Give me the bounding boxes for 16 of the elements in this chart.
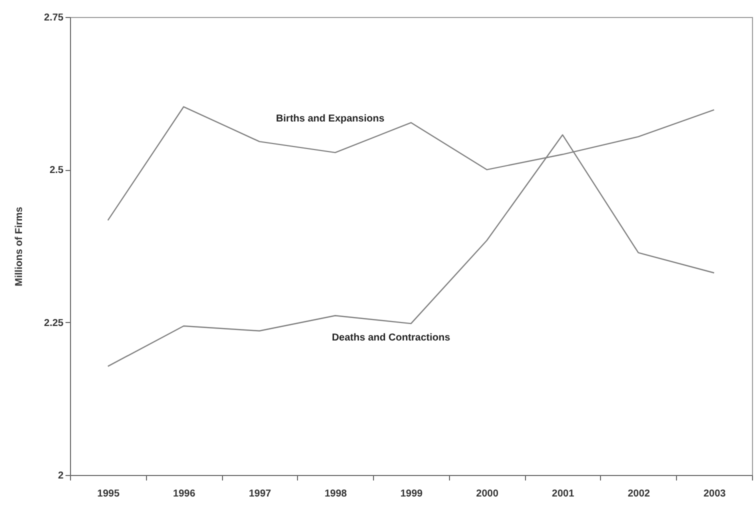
y-tick-label: 2 xyxy=(58,470,64,482)
y-axis-title: Millions of Firms xyxy=(14,206,26,286)
y-tick-label: 2.25 xyxy=(44,318,64,329)
y-tick-label: 2.75 xyxy=(44,12,64,24)
x-tick-label: 1995 xyxy=(97,488,120,500)
x-tick-label: 1996 xyxy=(173,488,196,500)
series-label: Births and Expansions xyxy=(276,114,385,125)
x-tick-label: 2002 xyxy=(628,488,650,500)
x-tick-label: 1998 xyxy=(324,488,348,500)
x-tick-label: 1999 xyxy=(400,488,424,500)
x-tick-label: 2003 xyxy=(703,488,726,500)
series-label: Deaths and Contractions xyxy=(332,332,451,344)
x-tick-label: 1997 xyxy=(248,488,272,500)
y-tick-label: 2.5 xyxy=(50,165,64,176)
x-tick-label: 2000 xyxy=(476,488,499,500)
x-tick-label: 2001 xyxy=(552,488,575,500)
